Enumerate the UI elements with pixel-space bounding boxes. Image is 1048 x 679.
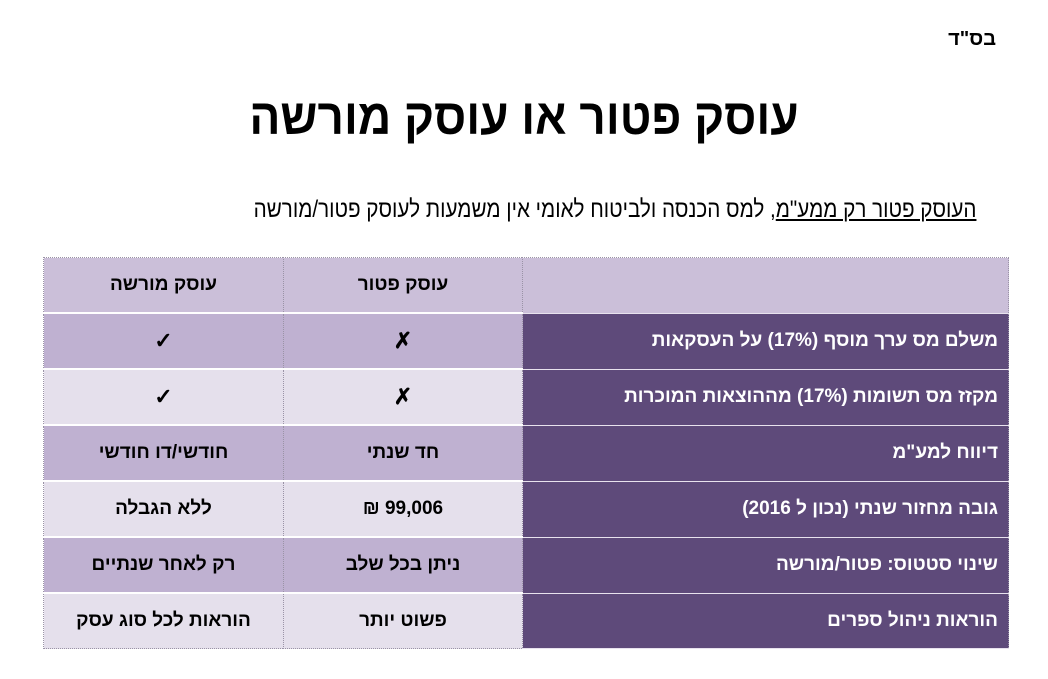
- subtitle-rest: , למס הכנסה ולביטוח לאומי אין משמעות לעו…: [253, 196, 776, 223]
- licensed-value: רק לאחר שנתיים: [43, 536, 284, 594]
- row-label: הוראות ניהול ספרים: [522, 592, 1009, 649]
- table-row: מקזז מס תשומות (17%) מההוצאות המוכרות ✗ …: [43, 368, 1009, 426]
- header-empty: [522, 257, 1009, 314]
- row-label: גובה מחזור שנתי (נכון ל 2016): [522, 480, 1009, 538]
- comparison-table: עוסק פטור עוסק מורשה משלם מס ערך מוסף (1…: [43, 257, 1009, 649]
- table-row: הוראות ניהול ספרים פשוט יותר הוראות לכל …: [43, 592, 1009, 649]
- licensed-value: חודשי/דו חודשי: [43, 424, 284, 482]
- row-label: משלם מס ערך מוסף (17%) על העסקאות: [522, 312, 1009, 370]
- cross-icon: ✗: [283, 368, 523, 426]
- table-row: דיווח למע"מ חד שנתי חודשי/דו חודשי: [43, 424, 1009, 482]
- cross-icon: ✗: [283, 312, 523, 370]
- subtitle-underlined: העוסק פטור רק ממע"מ: [775, 196, 976, 223]
- table-row: משלם מס ערך מוסף (17%) על העסקאות ✗ ✓: [43, 312, 1009, 370]
- row-label: דיווח למע"מ: [522, 424, 1009, 482]
- page-title: עוסק פטור או עוסק מורשה: [249, 89, 799, 145]
- row-label: מקזז מס תשומות (17%) מההוצאות המוכרות: [522, 368, 1009, 426]
- check-icon: ✓: [43, 368, 284, 426]
- table-header-row: עוסק פטור עוסק מורשה: [43, 257, 1009, 314]
- exempt-value: פשוט יותר: [283, 592, 523, 649]
- header-mark: בס"ד: [948, 28, 996, 50]
- subtitle: העוסק פטור רק ממע"מ, למס הכנסה ולביטוח ל…: [253, 196, 976, 224]
- check-icon: ✓: [43, 312, 284, 370]
- row-label: שינוי סטטוס: פטור/מורשה: [522, 536, 1009, 594]
- licensed-value: הוראות לכל סוג עסק: [43, 592, 284, 649]
- exempt-value: 99,006 ₪: [283, 480, 523, 538]
- table-row: גובה מחזור שנתי (נכון ל 2016) 99,006 ₪ ל…: [43, 480, 1009, 538]
- exempt-value: ניתן בכל שלב: [283, 536, 523, 594]
- table-row: שינוי סטטוס: פטור/מורשה ניתן בכל שלב רק …: [43, 536, 1009, 594]
- exempt-value: חד שנתי: [283, 424, 523, 482]
- header-exempt: עוסק פטור: [283, 257, 523, 314]
- licensed-value: ללא הגבלה: [43, 480, 284, 538]
- header-licensed: עוסק מורשה: [43, 257, 284, 314]
